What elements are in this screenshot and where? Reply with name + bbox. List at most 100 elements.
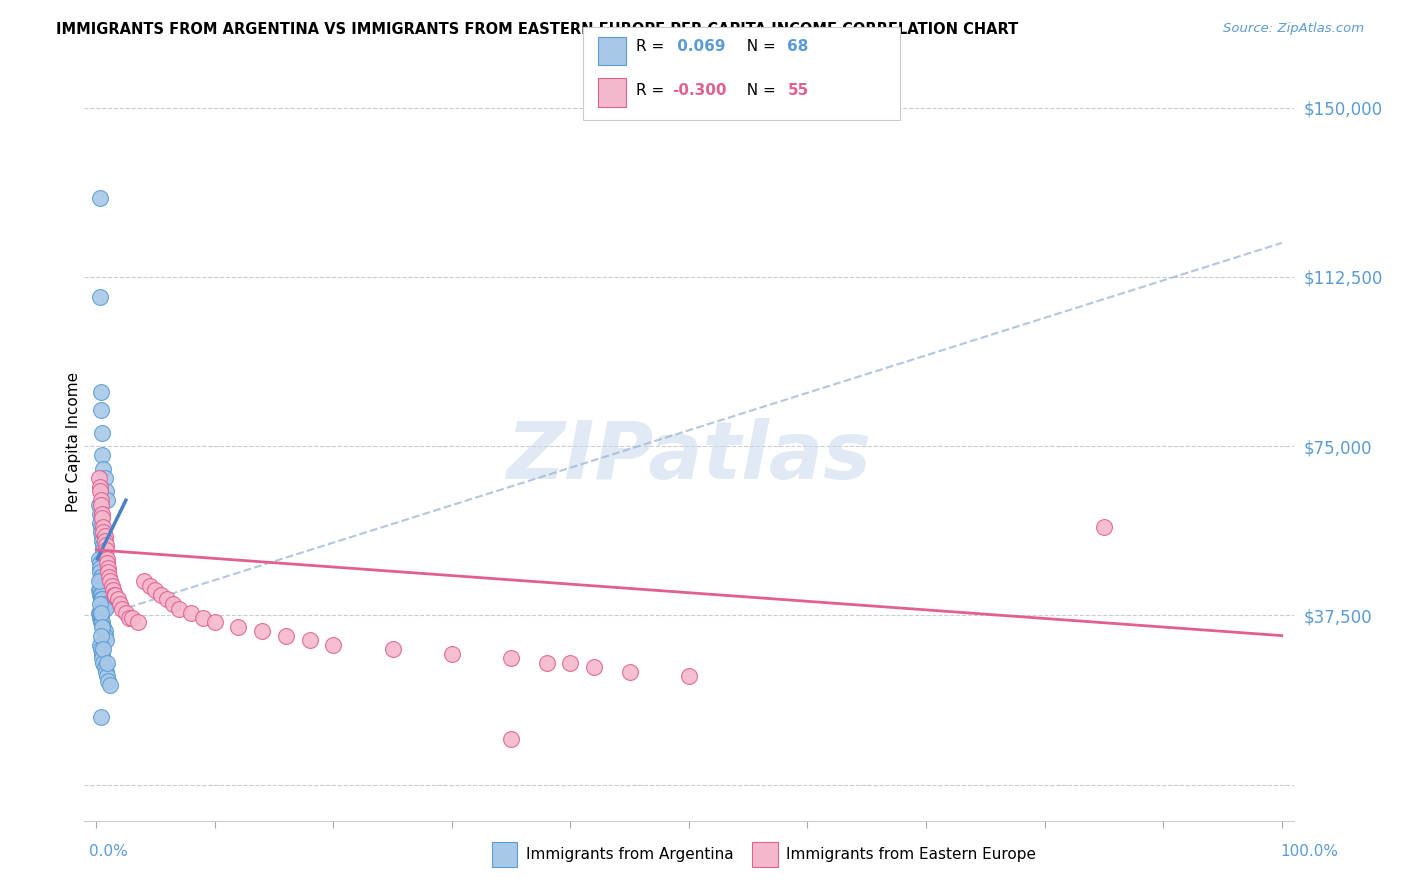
Point — [93, 529, 115, 543]
Point — [180, 606, 202, 620]
Point — [90, 384, 112, 399]
Point — [87, 552, 110, 566]
Point — [91, 597, 114, 611]
Text: Immigrants from Argentina: Immigrants from Argentina — [526, 847, 734, 862]
Point — [89, 566, 111, 580]
Point — [298, 633, 321, 648]
Text: 68: 68 — [787, 39, 808, 54]
Point — [91, 619, 114, 633]
Point — [89, 480, 111, 494]
Point — [89, 290, 111, 304]
Point — [108, 597, 131, 611]
Point — [87, 498, 110, 512]
Point — [91, 507, 114, 521]
Point — [93, 601, 115, 615]
Point — [89, 610, 111, 624]
Point — [90, 520, 112, 534]
Point — [94, 484, 117, 499]
Point — [91, 601, 114, 615]
Text: 100.0%: 100.0% — [1281, 845, 1339, 859]
Point — [96, 493, 118, 508]
Text: ZIPatlas: ZIPatlas — [506, 417, 872, 496]
Point — [87, 606, 110, 620]
Point — [536, 656, 558, 670]
Point — [100, 678, 122, 692]
Point — [322, 638, 344, 652]
Point — [89, 557, 111, 571]
Point — [560, 656, 582, 670]
Point — [93, 624, 115, 639]
Point — [90, 610, 112, 624]
Point — [96, 669, 118, 683]
Y-axis label: Per Capita Income: Per Capita Income — [66, 371, 80, 512]
Point — [138, 579, 160, 593]
Point — [90, 498, 112, 512]
Text: -0.300: -0.300 — [672, 84, 727, 98]
Point — [90, 606, 112, 620]
Point — [91, 615, 114, 629]
Point — [90, 629, 112, 643]
Text: Source: ZipAtlas.com: Source: ZipAtlas.com — [1223, 22, 1364, 36]
Point — [1092, 520, 1115, 534]
Point — [89, 561, 111, 575]
Point — [91, 529, 114, 543]
Point — [90, 710, 112, 724]
Point — [97, 673, 120, 688]
Point — [678, 669, 700, 683]
Text: N =: N = — [737, 84, 780, 98]
Point — [97, 566, 120, 580]
Point — [87, 574, 110, 589]
Point — [250, 624, 273, 639]
Point — [89, 583, 111, 598]
Text: 0.069: 0.069 — [672, 39, 725, 54]
Point — [91, 524, 114, 539]
Text: 55: 55 — [787, 84, 808, 98]
Point — [274, 629, 297, 643]
Point — [94, 538, 117, 552]
Point — [91, 579, 114, 593]
Point — [96, 656, 118, 670]
Point — [93, 629, 115, 643]
Point — [91, 597, 114, 611]
Point — [501, 651, 523, 665]
Point — [96, 552, 118, 566]
Point — [91, 520, 114, 534]
Point — [89, 191, 111, 205]
Point — [94, 665, 117, 679]
Point — [89, 588, 111, 602]
Point — [103, 588, 125, 602]
Point — [94, 542, 117, 557]
Text: R =: R = — [636, 39, 669, 54]
Point — [90, 403, 112, 417]
Point — [91, 538, 114, 552]
Point — [162, 597, 184, 611]
Point — [98, 570, 121, 584]
Point — [156, 592, 179, 607]
Point — [619, 665, 641, 679]
Point — [87, 583, 110, 598]
Text: R =: R = — [636, 84, 669, 98]
Point — [100, 579, 122, 593]
Point — [91, 448, 114, 462]
Point — [501, 732, 523, 747]
Point — [91, 533, 114, 548]
Point — [127, 615, 149, 629]
Point — [93, 547, 115, 561]
Point — [90, 524, 112, 539]
Point — [91, 592, 114, 607]
Point — [93, 533, 115, 548]
Point — [90, 642, 112, 657]
Text: 0.0%: 0.0% — [89, 845, 128, 859]
Point — [118, 610, 141, 624]
Point — [91, 511, 114, 525]
Point — [91, 656, 114, 670]
Point — [89, 597, 111, 611]
Point — [91, 461, 114, 475]
Point — [381, 642, 404, 657]
Text: N =: N = — [737, 39, 780, 54]
Point — [111, 601, 134, 615]
Point — [191, 610, 214, 624]
Point — [91, 542, 114, 557]
Point — [90, 574, 112, 589]
Point — [107, 592, 129, 607]
